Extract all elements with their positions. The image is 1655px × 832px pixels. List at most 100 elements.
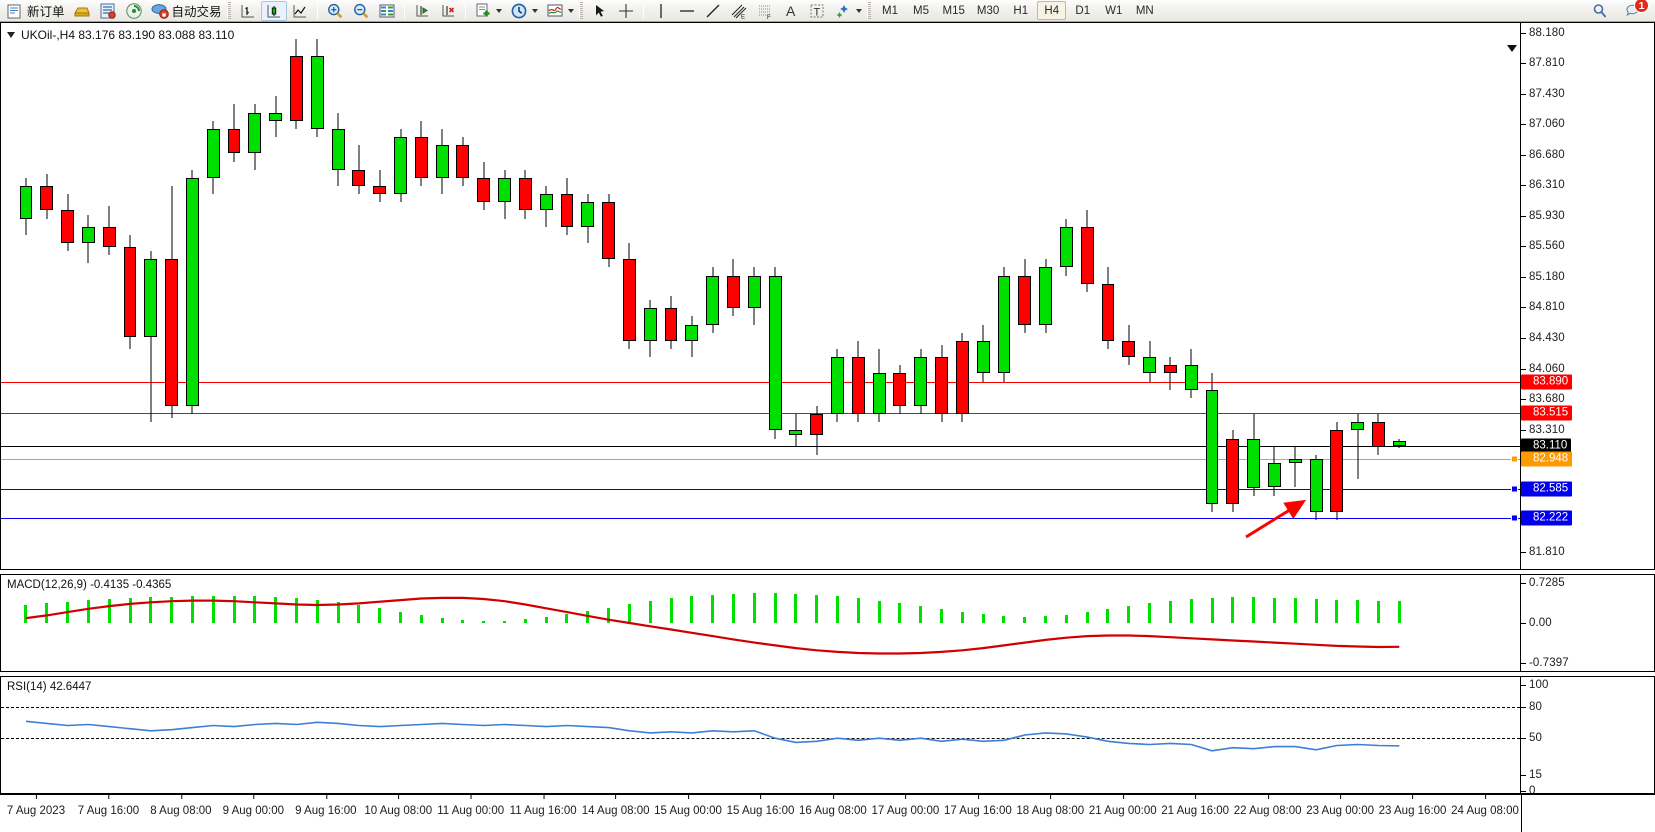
level-label-current-price[interactable]: 83.110: [1521, 438, 1572, 454]
candlestick: [831, 23, 844, 569]
macd-histogram-bar: [357, 605, 361, 623]
macd-histogram-bar: [669, 598, 673, 623]
rsi-pane[interactable]: RSI(14) 42.6447 100 80 50 15 0: [0, 676, 1655, 794]
candlestick: [914, 23, 928, 569]
time-axis[interactable]: 7 Aug 2023 7 Aug 16:00 8 Aug 08:00 9 Aug 00…: [0, 794, 1655, 832]
shift-start-button[interactable]: [409, 1, 435, 21]
rsi-level-80: [1, 706, 1520, 708]
gold-bar-button[interactable]: [69, 1, 95, 21]
price-axis[interactable]: 88.180 87.810 87.430 87.060 86.680 86.310 85.9…: [1520, 23, 1654, 569]
zoom-out-button[interactable]: [348, 1, 374, 21]
candlestick: [1143, 23, 1157, 569]
hline-icon: [679, 9, 694, 12]
toolbar-grip-charts[interactable]: [226, 2, 231, 19]
level-handle-order-level-3[interactable]: [1511, 514, 1518, 522]
time-tick: 11 Aug 00:00: [437, 794, 505, 817]
level-handle-order-level-1[interactable]: [1511, 455, 1518, 463]
macd-histogram-bar: [544, 617, 548, 623]
data-window-button[interactable]: [374, 1, 400, 21]
shift-end-button[interactable]: [435, 1, 461, 21]
templates-dropdown-caret[interactable]: [567, 8, 574, 13]
macd-histogram-bar: [815, 594, 819, 623]
chat-button[interactable]: 1: [1621, 0, 1649, 21]
navigator-button[interactable]: [121, 1, 147, 21]
macd-histogram-bar: [1397, 600, 1401, 623]
candle-body: [602, 202, 616, 260]
macd-histogram-bar: [1210, 597, 1214, 623]
level-label-order-level-3[interactable]: 82.222: [1521, 510, 1573, 526]
trendline-button[interactable]: [700, 1, 726, 21]
vertical-line-button[interactable]: [648, 1, 674, 21]
search-button[interactable]: [1587, 1, 1613, 21]
new-order-button[interactable]: 新订单: [2, 1, 69, 21]
level-label-resistance-2[interactable]: 83.515: [1521, 405, 1573, 421]
timeframe-h1[interactable]: H1: [1013, 4, 1029, 17]
macd-plot[interactable]: [1, 575, 1520, 671]
horizontal-line-button[interactable]: [674, 1, 700, 21]
candlestick: [1247, 23, 1261, 569]
candle-body: [893, 373, 907, 406]
time-tick: 9 Aug 16:00: [295, 794, 357, 817]
timeframe-m15[interactable]: M15: [942, 4, 965, 17]
level-line-order-level-1[interactable]: [1, 459, 1520, 461]
candle-body: [61, 210, 75, 244]
period-button[interactable]: [506, 1, 542, 21]
crosshair-button[interactable]: [613, 1, 639, 21]
terminal-button[interactable]: [95, 1, 121, 21]
shapes-dropdown-caret[interactable]: [855, 8, 862, 13]
period-dropdown-caret[interactable]: [531, 8, 538, 13]
price-plot[interactable]: [1, 23, 1520, 569]
zoom-in-button[interactable]: [322, 1, 348, 21]
bar-chart-button[interactable]: [235, 1, 261, 21]
timeframe-m30[interactable]: M30: [976, 4, 1000, 17]
level-line-resistance-1[interactable]: [1, 382, 1520, 384]
level-label-order-level-2[interactable]: 82.585: [1521, 481, 1573, 497]
timeframe-m1[interactable]: M1: [882, 4, 899, 17]
price-pane[interactable]: UKOil-,H4 83.176 83.190 83.088 83.110 88…: [0, 22, 1655, 570]
macd-axis[interactable]: 0.7285 0.00 -0.7397: [1520, 575, 1654, 671]
candlestick: [185, 23, 199, 569]
level-handle-order-level-2[interactable]: [1511, 485, 1518, 493]
timeframe-w1[interactable]: W1: [1105, 4, 1123, 17]
toolbar-grip-drawing[interactable]: [578, 2, 583, 19]
templates-button[interactable]: [542, 1, 578, 21]
svg-text:F: F: [767, 15, 771, 20]
add-indicator-dropdown-caret[interactable]: [495, 8, 502, 13]
candlestick-chart-button[interactable]: [260, 0, 287, 21]
rsi-plot[interactable]: [1, 677, 1520, 793]
level-label-resistance-1[interactable]: 83.890: [1521, 374, 1573, 390]
time-tick: 14 Aug 08:00: [581, 794, 650, 817]
level-line-order-level-2[interactable]: [1, 488, 1520, 490]
candle-body: [456, 145, 470, 178]
fibonacci-button[interactable]: F: [752, 1, 778, 21]
timeframe-mn[interactable]: MN: [1135, 4, 1154, 17]
macd-pane[interactable]: MACD(12,26,9) -0.4135 -0.4365 0.7285 0.00…: [0, 574, 1655, 672]
timeframe-d1[interactable]: D1: [1075, 4, 1091, 17]
cursor-button[interactable]: [587, 1, 613, 21]
timeframe-h4[interactable]: H4: [1037, 1, 1067, 20]
level-line-current-price[interactable]: [1, 445, 1520, 447]
candle-body: [581, 202, 595, 227]
text-label-button[interactable]: T: [804, 1, 830, 21]
add-indicator-button[interactable]: [470, 1, 506, 21]
level-line-resistance-2[interactable]: [1, 412, 1520, 414]
symbol-dropdown-caret[interactable]: [7, 32, 15, 38]
auto-trading-button[interactable]: 自动交易: [147, 1, 226, 21]
chart-scroll-caret[interactable]: [1507, 45, 1517, 52]
shapes-button[interactable]: [830, 1, 866, 21]
equidistant-channel-button[interactable]: E: [726, 1, 752, 21]
candlestick: [1268, 23, 1281, 569]
timeframe-m5[interactable]: M5: [913, 4, 930, 17]
macd-histogram-bar: [503, 620, 507, 623]
line-chart-button[interactable]: [287, 1, 313, 21]
level-label-order-level-1[interactable]: 82.948: [1521, 451, 1573, 467]
time-axis-corner: [1521, 795, 1655, 832]
candlestick: [435, 23, 449, 569]
candlestick: [560, 23, 574, 569]
text-button[interactable]: A: [778, 1, 804, 21]
level-line-order-level-3[interactable]: [1, 518, 1520, 520]
candle-body: [1059, 226, 1073, 268]
toolbar-grip-periods[interactable]: [866, 2, 871, 19]
macd-histogram-bar: [898, 603, 902, 623]
rsi-axis[interactable]: 100 80 50 15 0: [1520, 677, 1654, 793]
